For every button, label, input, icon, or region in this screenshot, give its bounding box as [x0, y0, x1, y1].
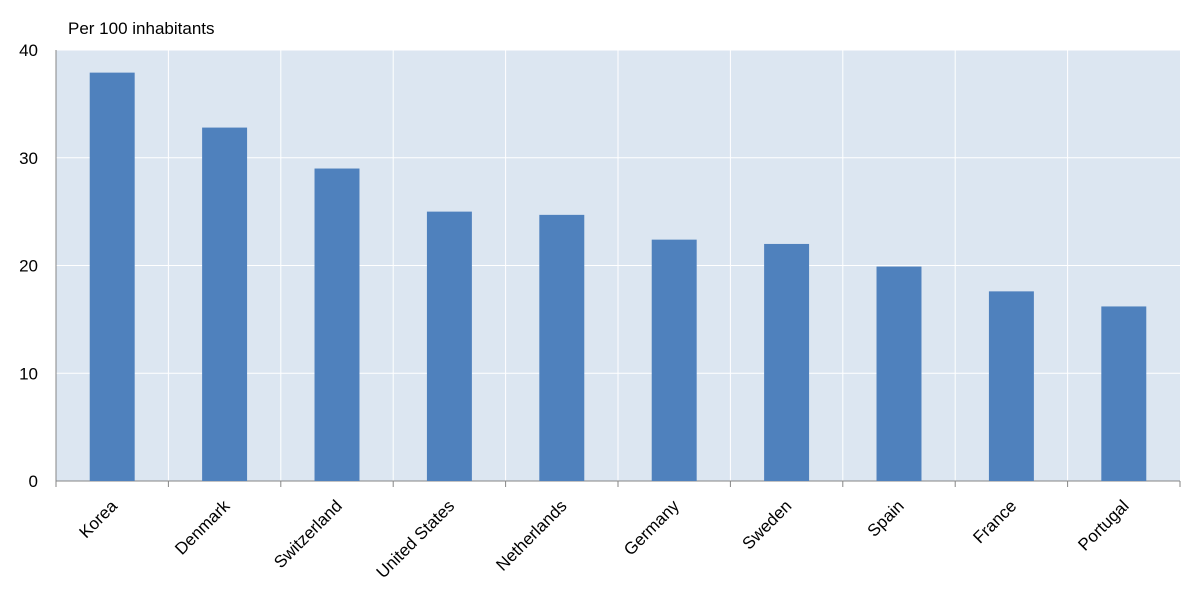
- bar: [988, 291, 1034, 481]
- y-tick-label: 30: [19, 149, 38, 168]
- x-tick-label: Germany: [620, 496, 683, 559]
- x-tick-label: Korea: [76, 496, 122, 542]
- bar: [764, 243, 810, 481]
- x-tick-label: United States: [373, 496, 459, 582]
- y-tick-label: 40: [19, 41, 38, 60]
- x-tick-label: Sweden: [739, 496, 796, 553]
- x-tick-label: Portugal: [1074, 496, 1132, 554]
- bar: [651, 239, 697, 481]
- x-tick-label: Spain: [864, 496, 908, 540]
- bar: [539, 214, 585, 482]
- bar: [426, 211, 472, 481]
- y-tick-label: 0: [29, 472, 38, 491]
- bar: [202, 127, 248, 481]
- x-tick-label: Switzerland: [270, 496, 346, 572]
- y-tick-label: 10: [19, 364, 38, 383]
- bar: [876, 266, 922, 481]
- y-tick-label: 20: [19, 257, 38, 276]
- x-tick-label: Netherlands: [492, 496, 570, 574]
- bar: [314, 168, 360, 481]
- x-tick-label: France: [969, 496, 1020, 547]
- bar: [89, 72, 135, 481]
- x-tick-label: Denmark: [171, 496, 234, 559]
- bar: [1101, 306, 1147, 481]
- chart-title: Per 100 inhabitants: [68, 19, 215, 38]
